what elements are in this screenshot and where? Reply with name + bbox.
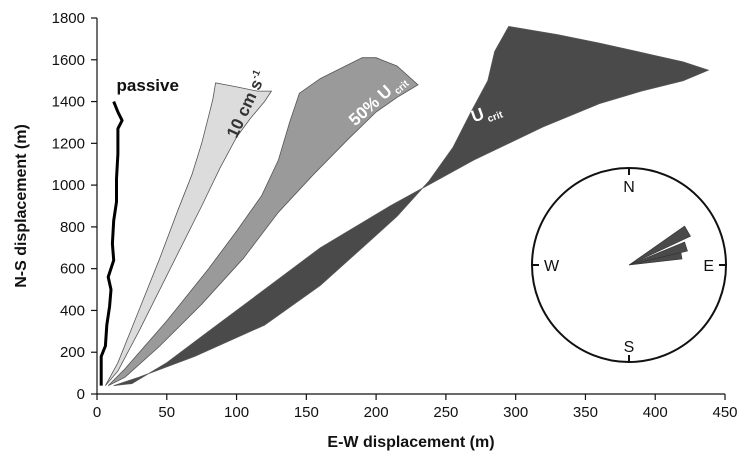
rose-petal <box>628 252 683 266</box>
series-label-passive: passive <box>117 76 179 95</box>
rose-petal <box>628 225 691 266</box>
x-tick-label: 350 <box>573 404 598 421</box>
x-tick-label: 50 <box>158 404 175 421</box>
y-tick-label: 200 <box>60 344 85 361</box>
series-area-50-u <box>107 57 419 386</box>
x-axis-label: E-W displacement (m) <box>327 434 494 451</box>
x-tick-label: 100 <box>224 404 249 421</box>
x-tick-label: 250 <box>433 404 458 421</box>
series-area-u <box>113 25 710 386</box>
series-area-10-cm-s <box>105 82 273 386</box>
axes <box>96 18 725 395</box>
y-tick-label: 1600 <box>52 52 85 69</box>
y-tick-label: 0 <box>77 386 85 403</box>
wind-rose-inset: N S W E <box>531 167 727 363</box>
x-tick-label: 450 <box>712 404 737 421</box>
plot-area <box>99 25 710 386</box>
y-tick-label: 1200 <box>52 135 85 152</box>
x-tick-label: 150 <box>294 404 319 421</box>
y-tick-label: 1800 <box>52 10 85 27</box>
y-tick-label: 800 <box>60 219 85 236</box>
ticks: 0 50 100 150 200 250 300 350 400 450 0 200 400 600 800… <box>52 10 738 421</box>
series-line-passive <box>99 101 124 386</box>
x-tick-label: 400 <box>643 404 668 421</box>
compass-label-n: N <box>623 179 635 196</box>
y-tick-label: 1400 <box>52 94 85 111</box>
y-tick-label: 600 <box>60 261 85 278</box>
x-tick-label: 200 <box>364 404 389 421</box>
x-tick-label: 300 <box>503 404 528 421</box>
compass-label-e: E <box>703 258 714 275</box>
y-axis-label: N-S displacement (m) <box>13 124 30 288</box>
compass-label-w: W <box>544 258 560 275</box>
series-label-u: Ucrit <box>469 98 506 130</box>
y-tick-label: 400 <box>60 302 85 319</box>
x-tick-label: 0 <box>93 404 101 421</box>
compass-label-s: S <box>624 339 635 356</box>
y-tick-label: 1000 <box>52 177 85 194</box>
